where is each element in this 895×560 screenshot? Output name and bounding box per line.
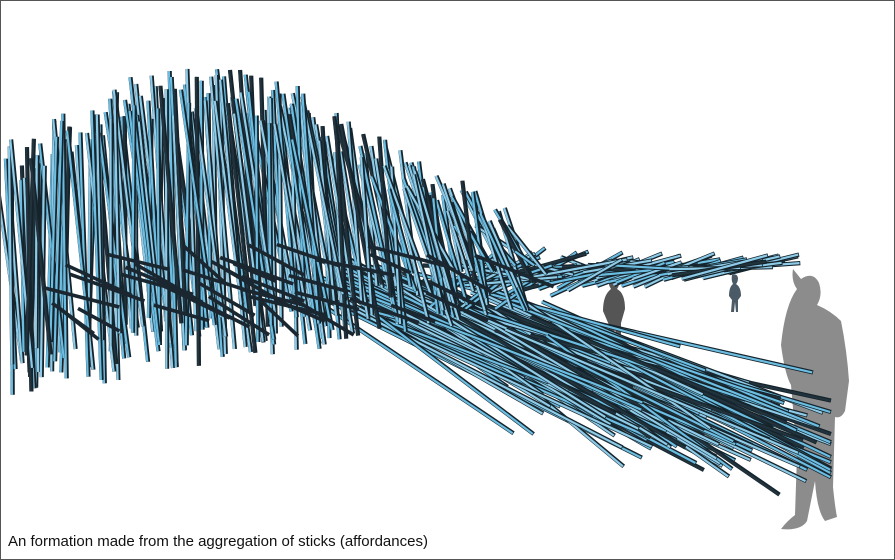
stick [36, 155, 37, 348]
stick [201, 81, 202, 330]
person-silhouette-distant [729, 274, 741, 312]
figure-frame: An formation made from the aggregation o… [0, 0, 895, 560]
stick-formation-render [1, 1, 894, 531]
caption: An formation made from the aggregation o… [8, 533, 428, 550]
sticks [1, 69, 831, 495]
